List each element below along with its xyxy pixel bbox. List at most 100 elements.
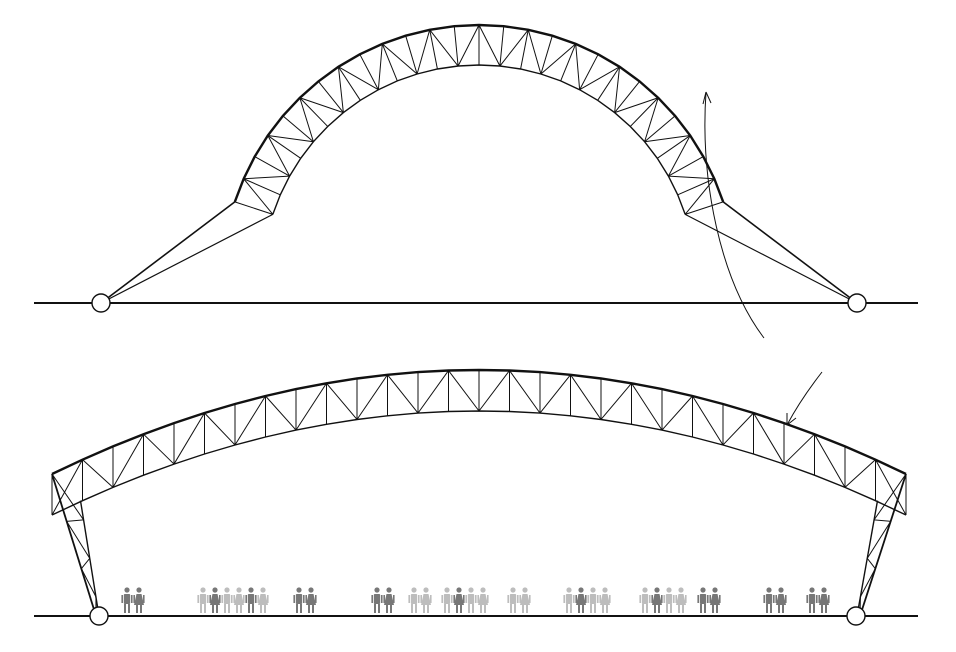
- person-torso: [467, 594, 475, 604]
- person-head: [590, 587, 596, 593]
- person-leg: [200, 604, 202, 613]
- person-arm: [673, 595, 675, 603]
- support-leg: [684, 213, 858, 304]
- truss-diagonal: [644, 97, 659, 142]
- truss-diagonal: [814, 433, 846, 488]
- person-arm: [517, 595, 519, 603]
- person-head: [386, 587, 392, 593]
- truss-diagonal: [112, 433, 144, 488]
- person-arm: [371, 595, 373, 603]
- truss-diagonal: [684, 178, 715, 215]
- person-arm: [231, 595, 233, 603]
- person-arm: [233, 595, 235, 603]
- person-leg: [782, 604, 784, 613]
- person-leg: [590, 604, 592, 613]
- person-head: [224, 587, 230, 593]
- truss-vertical: [267, 135, 301, 159]
- truss-diagonal: [381, 43, 418, 75]
- person-icon: [305, 587, 317, 613]
- person-leg: [606, 604, 608, 613]
- truss-diagonal: [338, 66, 379, 91]
- person-dress: [819, 594, 829, 605]
- person-dress: [576, 594, 586, 605]
- person-arm: [255, 595, 257, 603]
- person-leg: [460, 604, 462, 613]
- person-dress: [676, 594, 686, 605]
- callout-curve-top: [704, 91, 765, 339]
- callout-arrowhead-bottom: [786, 413, 797, 426]
- person-arm: [418, 595, 420, 603]
- person-arm: [709, 595, 711, 603]
- person-arm: [563, 595, 565, 603]
- truss-vertical: [234, 201, 273, 215]
- person-head: [642, 587, 648, 593]
- person-torso: [765, 594, 773, 604]
- person-leg: [264, 604, 266, 613]
- person-arm: [529, 595, 531, 603]
- person-icon: [519, 587, 531, 613]
- truss-vertical: [429, 29, 438, 70]
- truss-diagonal: [527, 29, 542, 75]
- person-arm: [785, 595, 787, 603]
- truss-vertical: [254, 156, 290, 177]
- truss-diagonal: [265, 395, 297, 431]
- person-leg: [514, 604, 516, 613]
- person-head: [260, 587, 266, 593]
- person-icon: [663, 587, 675, 613]
- person-icon: [441, 587, 453, 613]
- person-leg: [566, 604, 568, 613]
- truss-diagonal: [667, 135, 691, 177]
- person-arm: [573, 595, 575, 603]
- person-arm: [675, 595, 677, 603]
- person-leg: [240, 604, 242, 613]
- person-torso: [509, 594, 517, 604]
- person-dress: [652, 594, 662, 605]
- person-arm: [381, 595, 383, 603]
- person-arm: [519, 595, 521, 603]
- person-arm: [245, 595, 247, 603]
- person-torso: [410, 594, 418, 604]
- person-leg: [415, 604, 417, 613]
- person-icon: [197, 587, 209, 613]
- person-arm: [828, 595, 830, 603]
- truss-diagonal: [234, 395, 266, 446]
- person-icon: [245, 587, 257, 613]
- person-leg: [654, 604, 656, 613]
- person-arm: [453, 595, 455, 603]
- person-leg: [570, 604, 572, 613]
- person-arm: [463, 595, 465, 603]
- person-leg: [700, 604, 702, 613]
- person-icon: [383, 587, 395, 613]
- callout-curve-bottom: [786, 371, 823, 426]
- person-icon: [651, 587, 663, 613]
- person-torso: [373, 594, 381, 604]
- person-arm: [221, 595, 223, 603]
- inner-chord: [51, 410, 907, 516]
- person-leg: [300, 604, 302, 613]
- person-leg: [642, 604, 644, 613]
- person-head: [766, 587, 772, 593]
- person-head: [666, 587, 672, 593]
- person-dress: [710, 594, 720, 605]
- person-arm: [293, 595, 295, 603]
- person-arm: [818, 595, 820, 603]
- person-arm: [303, 595, 305, 603]
- person-dress: [134, 594, 144, 605]
- truss-diagonal: [614, 97, 659, 114]
- truss-vertical: [338, 66, 361, 101]
- truss-vertical: [685, 201, 724, 215]
- person-leg: [510, 604, 512, 613]
- truss-diagonal: [417, 370, 449, 414]
- person-leg: [390, 604, 392, 613]
- truss-vertical: [614, 81, 641, 113]
- truss-diagonal: [631, 382, 663, 431]
- person-leg: [602, 604, 604, 613]
- truss-diagonal: [478, 370, 510, 412]
- person-leg: [716, 604, 718, 613]
- callout-arrow: [702, 91, 823, 426]
- person-arm: [393, 595, 395, 603]
- person-arm: [121, 595, 123, 603]
- person-arm: [697, 595, 699, 603]
- truss-diagonal: [416, 29, 431, 75]
- truss-diagonal: [243, 178, 274, 215]
